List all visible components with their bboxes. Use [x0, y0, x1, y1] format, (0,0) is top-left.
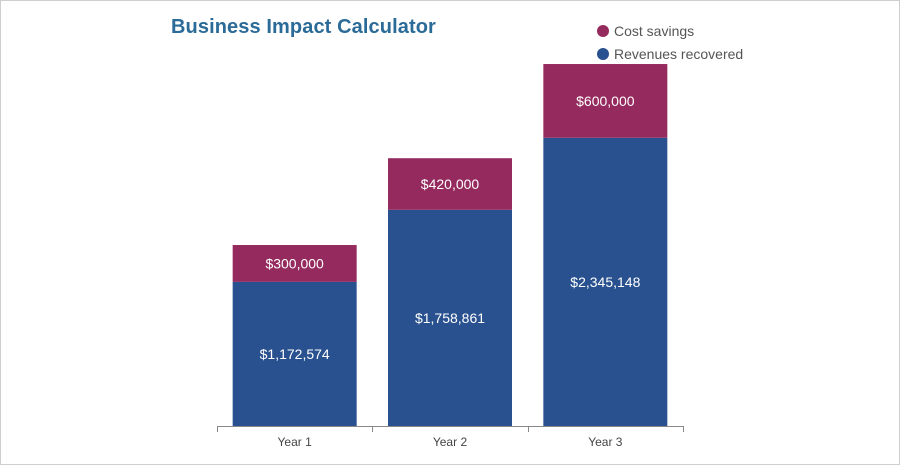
chart-title: Business Impact Calculator	[171, 16, 436, 38]
bar-cost-savings-year-1	[232, 245, 357, 282]
bar-revenues-recovered-year-1	[232, 281, 357, 426]
data-label-revenues-recovered-year-1: $1,172,574	[260, 346, 330, 362]
bar-cost-savings-year-2	[388, 158, 512, 210]
bar-cost-savings-year-3	[543, 64, 668, 138]
legend-swatch-cost-savings	[597, 24, 609, 37]
data-label-cost-savings-year-3: $600,000	[576, 93, 635, 109]
data-label-cost-savings-year-2: $420,000	[421, 176, 480, 192]
data-label-revenues-recovered-year-3: $2,345,148	[570, 274, 640, 290]
legend-item-cost-savings[interactable]: Cost savings	[597, 19, 743, 42]
data-label-cost-savings-year-1: $300,000	[265, 255, 324, 271]
x-tick-label-year-3: Year 3	[588, 435, 623, 449]
legend-item-revenues-recovered[interactable]: Revenues recovered	[597, 42, 743, 65]
legend: Cost savings Revenues recovered	[597, 19, 743, 65]
legend-swatch-revenues-recovered	[597, 47, 609, 60]
x-tick-label-year-1: Year 1	[278, 435, 313, 449]
x-tick-label-year-2: Year 2	[433, 435, 468, 449]
legend-label-cost-savings: Cost savings	[614, 22, 695, 39]
legend-label-revenues-recovered: Revenues recovered	[614, 45, 744, 62]
bar-revenues-recovered-year-2	[388, 209, 512, 426]
bar-revenues-recovered-year-3	[543, 137, 668, 426]
data-label-revenues-recovered-year-2: $1,758,861	[415, 310, 485, 326]
